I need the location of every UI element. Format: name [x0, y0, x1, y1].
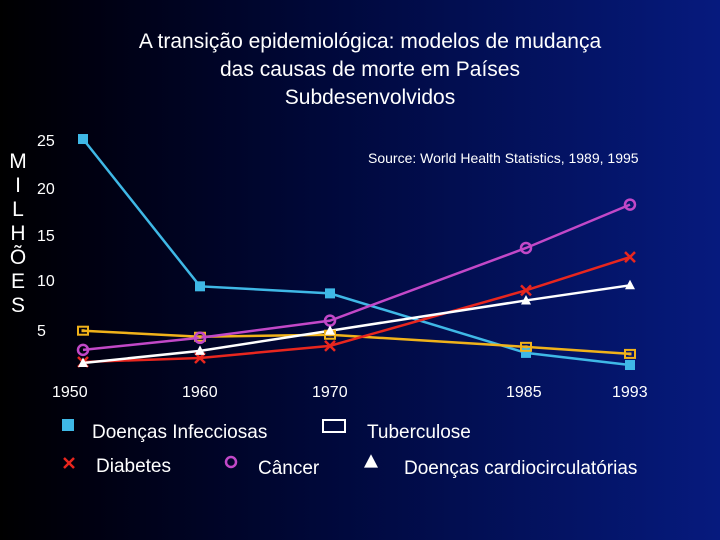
series-line: [82, 203, 631, 352]
data-point: [520, 284, 532, 297]
legend-marker: [62, 419, 74, 431]
data-point: [193, 331, 207, 345]
chart-title-line-2: das causas de morte em Países: [220, 58, 520, 81]
x-tick-label: 1950: [52, 384, 88, 401]
legend-label: Câncer: [258, 458, 320, 479]
data-point: [624, 348, 636, 359]
data-point: [519, 241, 533, 255]
y-axis-label-letter: Õ: [9, 246, 27, 269]
x-axis-ticks: 1950 1960 1970 1985 1993: [52, 384, 648, 401]
y-axis-label-letter: I: [15, 174, 21, 197]
data-point: [195, 345, 205, 355]
legend-marker: [63, 457, 75, 469]
y-tick-label: 5: [37, 323, 46, 340]
legend-item: Doenças Infecciosas: [62, 419, 267, 443]
y-tick-label: 25: [37, 133, 55, 150]
data-point: [520, 341, 532, 352]
y-axis-label-letter: H: [10, 222, 26, 245]
source-note: Source: World Health Statistics, 1989, 1…: [368, 150, 639, 166]
data-point: [325, 288, 335, 299]
y-tick-label: 10: [37, 273, 55, 290]
y-tick-label: 15: [37, 228, 55, 245]
legend-marker: [224, 455, 238, 469]
x-tick-label: 1970: [312, 384, 348, 401]
data-point: [77, 325, 89, 336]
series-line: [82, 138, 631, 367]
legend-item: Doenças cardiocirculatórias: [364, 454, 637, 479]
data-point: [78, 134, 88, 145]
legend-marker: [364, 454, 378, 468]
legend-label: Diabetes: [96, 456, 171, 477]
y-axis-ticks: 5 10 15 20 25: [37, 133, 55, 340]
data-point: [625, 360, 635, 371]
data-point: [325, 325, 335, 335]
data-point: [625, 279, 635, 290]
y-tick-label: 20: [37, 181, 55, 198]
legend-item: Diabetes: [63, 456, 171, 477]
data-point: [195, 281, 205, 292]
chart-title: A transição epidemiológica: modelos de m…: [60, 28, 680, 112]
chart-title-line-1: A transição epidemiológica: modelos de m…: [138, 30, 602, 53]
legend-item: Câncer: [224, 455, 320, 479]
y-axis-label-letter: M: [9, 150, 27, 173]
y-axis-label-letter: L: [12, 198, 24, 221]
data-point: [78, 357, 88, 367]
data-point: [76, 343, 90, 357]
series-line: [82, 284, 631, 365]
legend-label: Tuberculose: [367, 422, 471, 443]
data-point: [623, 198, 637, 211]
legend-label: Doenças cardiocirculatórias: [404, 458, 637, 479]
y-axis-label: M I L H Õ E S: [7, 150, 29, 318]
data-point: [624, 251, 636, 263]
x-tick-label: 1985: [506, 384, 542, 401]
legend-marker: [322, 419, 346, 433]
x-tick-label: 1993: [612, 384, 648, 401]
data-point: [521, 347, 531, 358]
legend: Doenças Infecciosas Tuberculose Diabetes Câ…: [62, 419, 637, 479]
legend-label: Doenças Infecciosas: [92, 422, 267, 443]
data-point: [324, 339, 336, 352]
chart-title-line-3: Subdesenvolvidos: [284, 86, 456, 109]
legend-item: Tuberculose: [322, 419, 471, 443]
data-point: [521, 294, 531, 305]
series-lines: [82, 138, 631, 367]
x-tick-label: 1960: [182, 384, 218, 401]
y-axis-label-letter: S: [10, 294, 25, 317]
series-markers: [76, 134, 637, 371]
y-axis-label-letter: E: [10, 270, 25, 293]
